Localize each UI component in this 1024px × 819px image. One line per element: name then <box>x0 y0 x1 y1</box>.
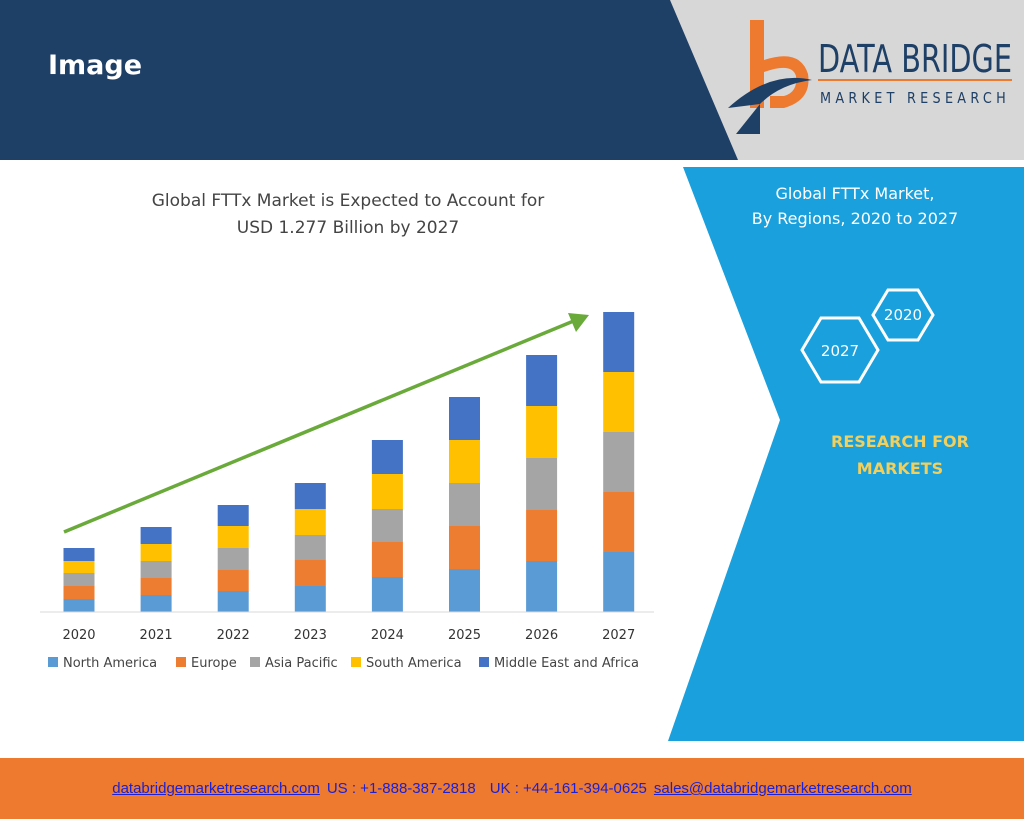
logo-tagline: MARKET RESEARCH <box>820 89 1010 107</box>
side-panel-tagline: RESEARCH FOR MARKETS <box>800 428 1000 482</box>
chart: Global FTTx Market is Expected to Accoun… <box>40 191 654 671</box>
legend-swatch <box>479 657 489 667</box>
x-tick-label: 2026 <box>525 628 558 643</box>
x-tick-label: 2027 <box>602 628 635 643</box>
chart-title-line1: Global FTTx Market is Expected to Accoun… <box>152 191 544 211</box>
x-tick-label: 2024 <box>371 628 404 643</box>
bar-2021-south-america <box>140 544 172 561</box>
trend-arrow <box>63 313 589 534</box>
side-title-line1: Global FTTx Market, <box>775 184 935 203</box>
legend-swatch <box>351 657 361 667</box>
bar-2022-asia-pacific <box>217 548 249 570</box>
bar-2026-south-america <box>526 406 558 458</box>
bar-2022-south-america <box>217 526 249 548</box>
bar-2024-middle-east-and-africa <box>371 440 403 474</box>
website-link[interactable]: databridgemarketresearch.com <box>112 780 320 797</box>
legend-swatch <box>176 657 186 667</box>
bar-2026-north-america <box>526 561 558 612</box>
side-tag-line1: RESEARCH FOR <box>831 432 969 451</box>
bar-2025-asia-pacific <box>449 483 480 526</box>
chart-title-line2: USD 1.277 Billion by 2027 <box>237 218 459 238</box>
x-tick-label: 2021 <box>140 628 173 643</box>
bar-2021-north-america <box>140 595 172 612</box>
bar-2020-north-america <box>63 599 95 612</box>
bar-2027-north-america <box>603 552 635 612</box>
bar-2023-middle-east-and-africa <box>294 483 326 509</box>
bar-2024-north-america <box>371 577 403 612</box>
footer-contacts: databridgemarketresearch.com US : +1-888-… <box>0 780 1024 797</box>
header-title: Image <box>48 50 143 81</box>
logo-name: DATA BRIDGE <box>818 37 1012 81</box>
bar-2023-europe <box>294 560 326 586</box>
side-title-line2: By Regions, 2020 to 2027 <box>751 209 959 228</box>
bar-2027-south-america <box>603 372 635 432</box>
hexagon-2020-label: 2020 <box>884 306 922 324</box>
hexagon-2027: 2027 <box>800 316 880 384</box>
x-tick-label: 2025 <box>448 628 481 643</box>
legend-label: South America <box>366 656 462 671</box>
email-link[interactable]: sales@databridgemarketresearch.com <box>653 780 912 797</box>
hexagon-2020: 2020 <box>871 288 935 342</box>
x-tick-label: 2022 <box>217 628 250 643</box>
bar-2022-middle-east-and-africa <box>217 505 249 526</box>
data-bridge-logo-icon <box>728 20 812 134</box>
bar-2024-south-america <box>371 474 403 509</box>
bar-2021-middle-east-and-africa <box>140 527 172 544</box>
bar-2022-europe <box>217 570 249 591</box>
bar-2025-north-america <box>449 569 480 612</box>
bar-2022-north-america <box>217 591 249 612</box>
bar-2020-south-america <box>63 561 95 573</box>
bar-2026-europe <box>526 510 558 561</box>
legend-swatch <box>48 657 58 667</box>
side-panel-title: Global FTTx Market, By Regions, 2020 to … <box>735 181 975 231</box>
footer-bar: databridgemarketresearch.com US : +1-888-… <box>0 758 1024 819</box>
bar-2020-europe <box>63 586 95 599</box>
side-panel-background <box>668 167 1024 741</box>
legend-label: Asia Pacific <box>265 656 338 671</box>
bar-2025-middle-east-and-africa <box>449 397 480 440</box>
bar-2020-asia-pacific <box>63 573 95 586</box>
legend-swatch <box>250 657 260 667</box>
bar-2021-asia-pacific <box>140 561 172 578</box>
x-tick-label: 2023 <box>294 628 327 643</box>
us-phone: US : +1-888-387-2818 <box>326 780 476 797</box>
bar-2023-south-america <box>294 509 326 535</box>
bar-2025-europe <box>449 526 480 569</box>
bar-2026-middle-east-and-africa <box>526 355 558 406</box>
side-panel: 2020 2027 <box>668 167 1024 741</box>
bar-2027-asia-pacific <box>603 432 635 492</box>
bar-2021-europe <box>140 578 172 595</box>
side-tag-line2: MARKETS <box>856 459 944 478</box>
bar-2024-europe <box>371 542 403 577</box>
bar-2024-asia-pacific <box>371 509 403 542</box>
logo-panel: DATA BRIDGE MARKET RESEARCH <box>670 0 1024 160</box>
uk-phone: UK : +44-161-394-0625 <box>489 780 647 797</box>
hexagon-2027-label: 2027 <box>821 342 859 360</box>
x-tick-label: 2020 <box>62 628 95 643</box>
bar-group <box>63 312 635 612</box>
bar-2023-asia-pacific <box>294 535 326 560</box>
legend-label: Europe <box>191 656 237 671</box>
bar-2020-middle-east-and-africa <box>63 548 95 561</box>
legend-label: Middle East and Africa <box>494 656 639 671</box>
x-tick-labels: 2020 2021 2022 2023 2024 2025 2026 2027 <box>62 628 635 643</box>
bar-2025-south-america <box>449 440 480 483</box>
legend-label: North America <box>63 656 157 671</box>
bar-2027-middle-east-and-africa <box>603 312 635 372</box>
bar-2023-north-america <box>294 586 326 612</box>
bar-2027-europe <box>603 492 635 552</box>
chart-legend: North America Europe Asia Pacific South Ame… <box>48 656 639 671</box>
bar-2026-asia-pacific <box>526 458 558 510</box>
